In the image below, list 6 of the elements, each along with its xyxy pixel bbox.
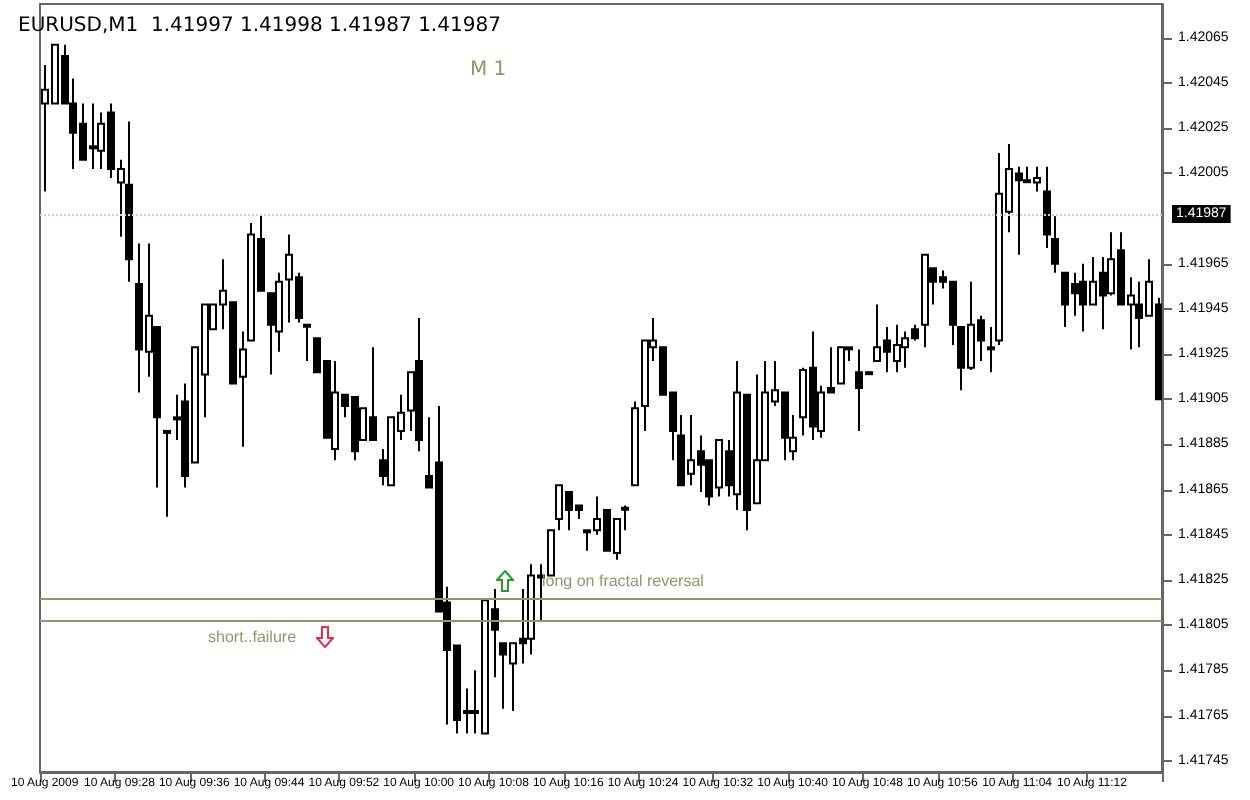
candlestick [837,346,845,385]
candlestick [303,323,311,362]
ref-line-label: long on fractal reversal [542,572,704,591]
candlestick [163,429,171,518]
annotation: M 1 [470,59,507,81]
ref-line-label: short..failure [208,628,297,647]
